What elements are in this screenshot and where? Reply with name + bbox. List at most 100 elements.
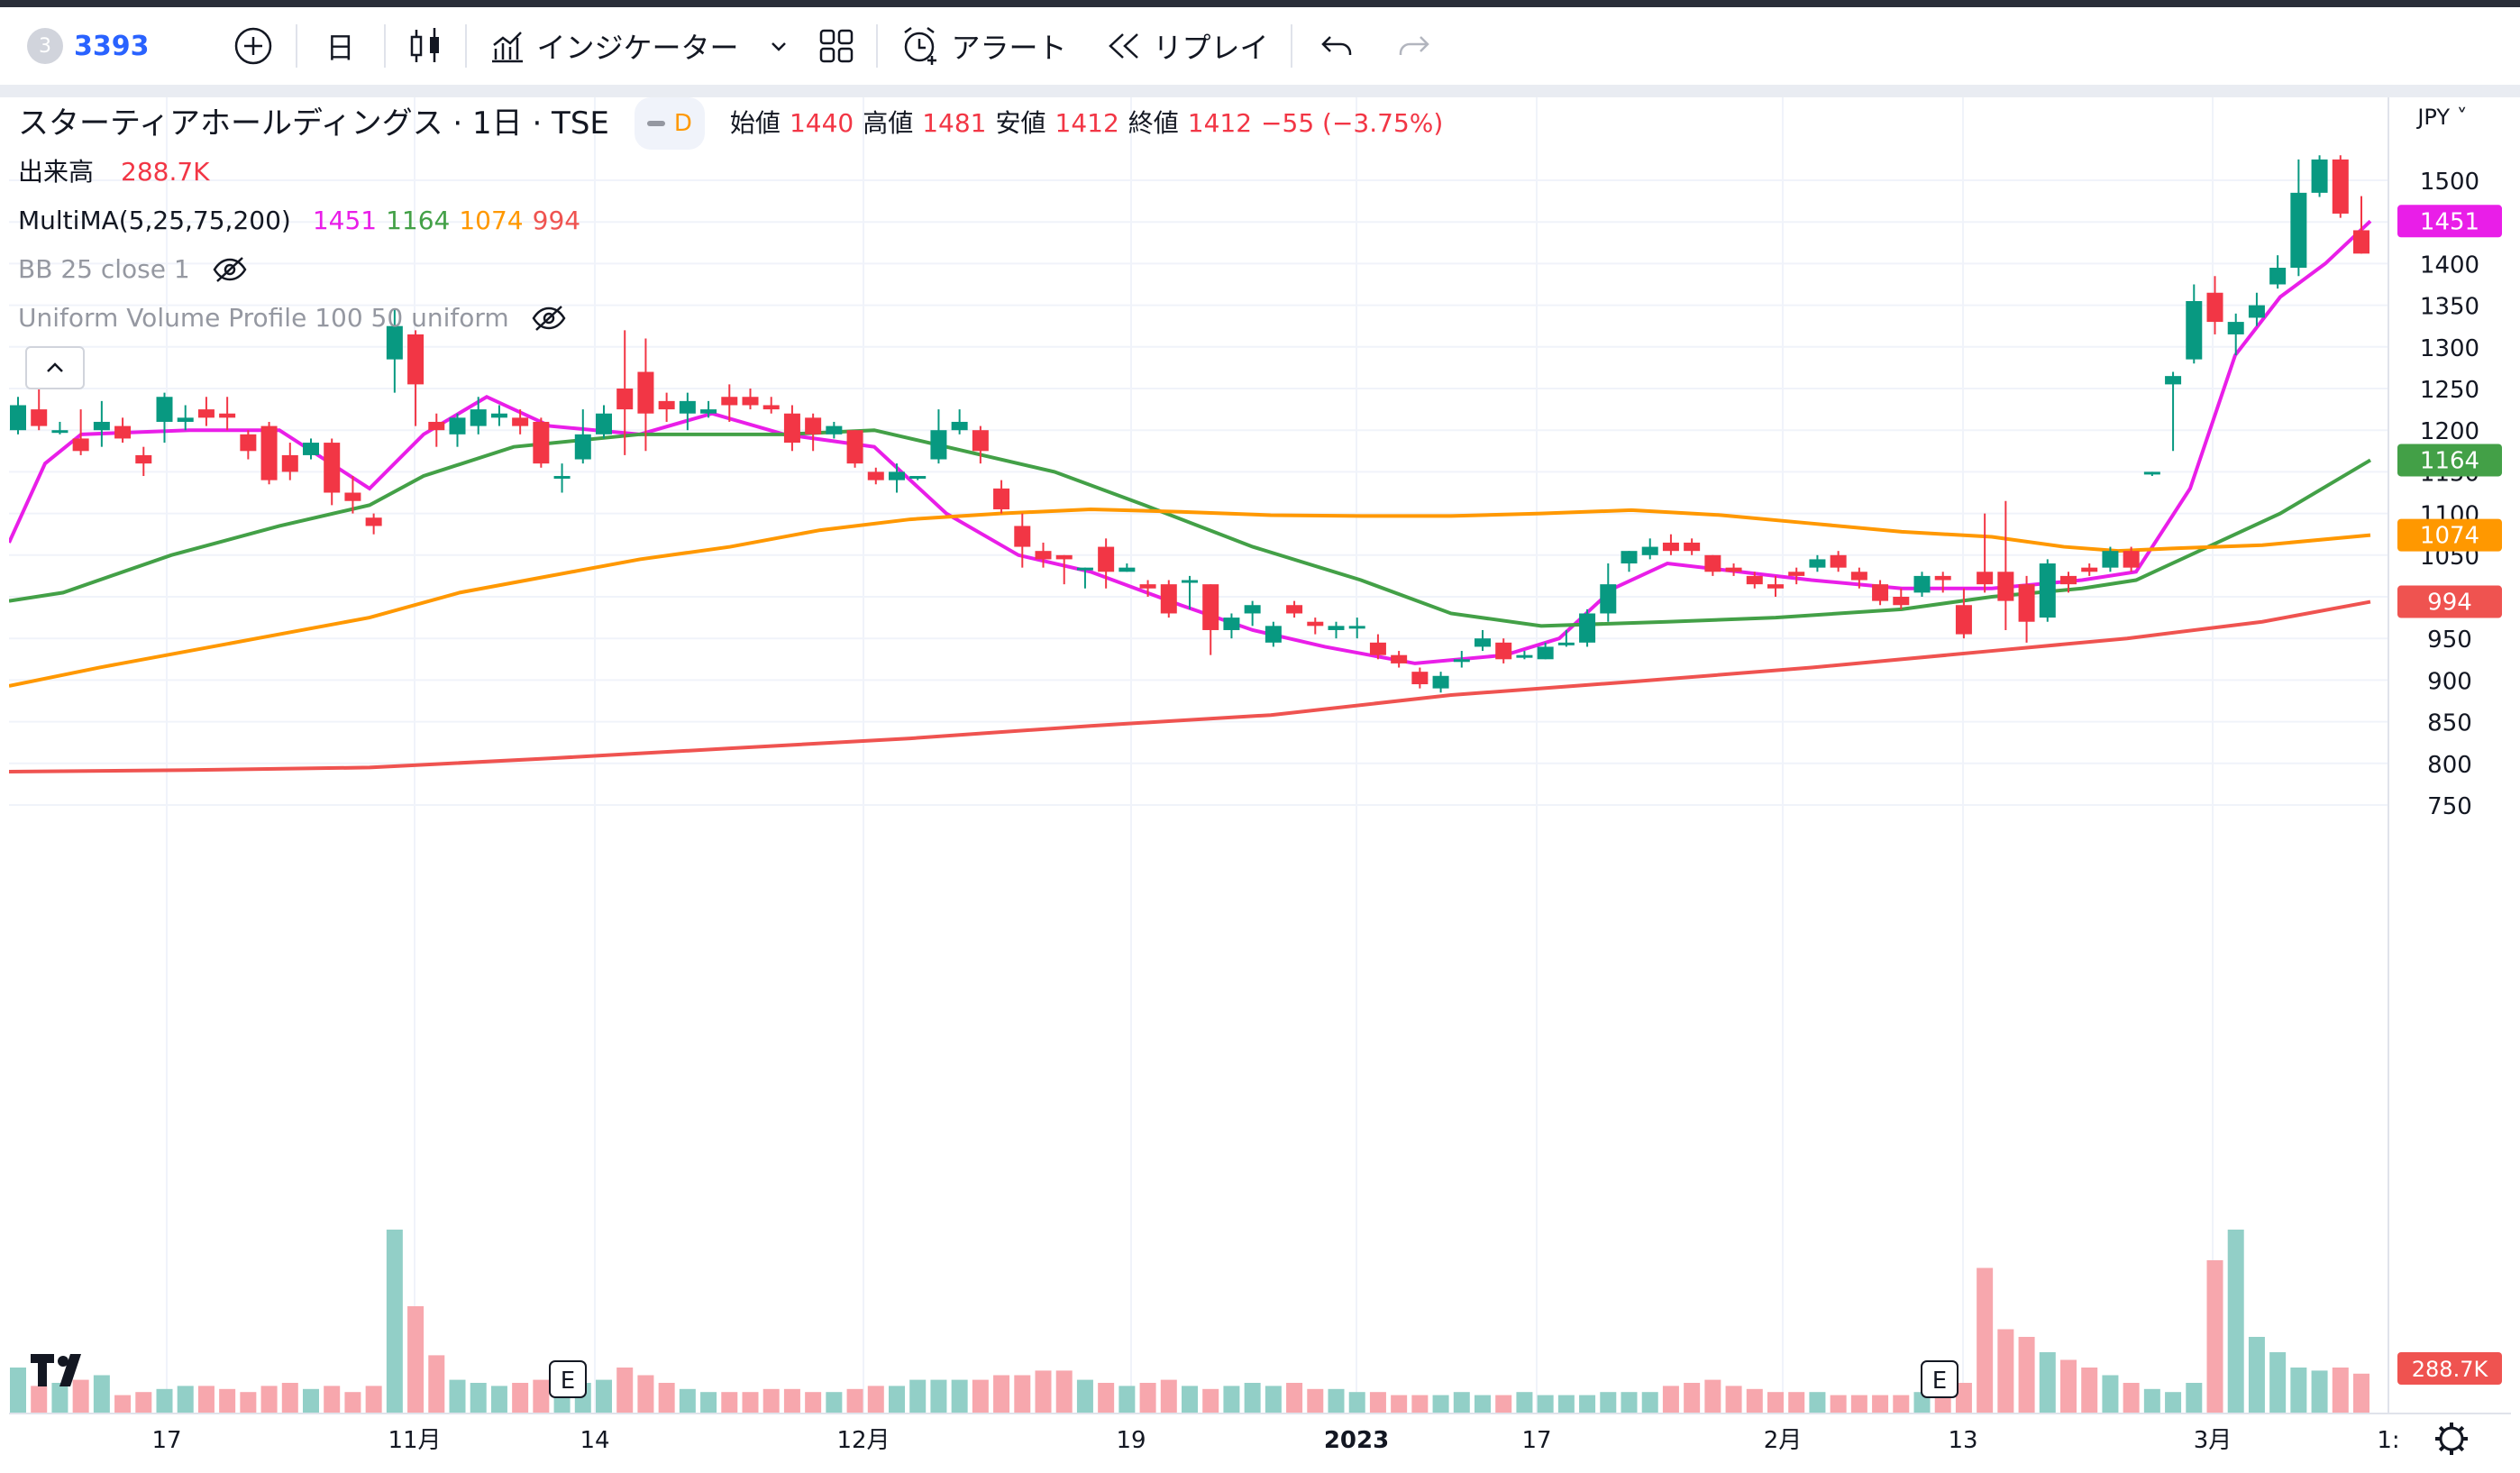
price-tick-label: 1300	[2420, 335, 2479, 362]
volume-bar	[2060, 1359, 2077, 1414]
price-tick-label: 850	[2427, 710, 2472, 737]
volume-bar	[846, 1388, 863, 1414]
volume-bar	[470, 1383, 487, 1414]
redo-button[interactable]	[1375, 17, 1451, 75]
chart-type-button[interactable]	[393, 17, 458, 75]
close-value: 1412	[1187, 108, 1253, 138]
ma75-axis-label	[2397, 518, 2502, 552]
legend-main-row: スターティアホールディングス · 1日 · TSE D 始値 1440 高値 148…	[18, 97, 1443, 150]
price-tick-label: 800	[2427, 752, 2472, 779]
volume-bar	[1244, 1383, 1261, 1414]
ma5-axis-label	[2397, 205, 2502, 238]
candle-body	[1830, 554, 1847, 568]
volume-bar	[867, 1386, 884, 1414]
volume-bar	[31, 1386, 48, 1414]
candle-body	[930, 430, 947, 460]
candle-body	[2206, 292, 2223, 323]
symbol-search-button[interactable]: 3 3393	[13, 17, 164, 75]
volume-axis-label-text: 288.7K	[2412, 1357, 2489, 1382]
compare-add-button[interactable]	[218, 17, 288, 75]
chart-pane[interactable]: EE 1500145014001350130012501200115011001…	[7, 97, 2511, 1464]
price-tick-label: 750	[2427, 793, 2472, 820]
volume-bar	[2311, 1370, 2328, 1414]
eye-crossed-icon[interactable]	[531, 305, 567, 332]
earnings-marker	[549, 1360, 587, 1398]
time-tick-label: 19	[1116, 1427, 1146, 1454]
volume-bar	[1997, 1329, 2014, 1414]
candle-body	[1307, 621, 1324, 627]
interval-button[interactable]: 日	[305, 17, 377, 75]
legend-title[interactable]: スターティアホールディングス · 1日 · TSE	[18, 105, 609, 142]
candle-body	[1202, 584, 1219, 630]
symbol-code: 3393	[74, 30, 150, 62]
indicators-button[interactable]: インジケーター	[474, 17, 804, 75]
price-tick-label: 900	[2427, 668, 2472, 695]
time-tick-label: 2月	[1764, 1427, 1803, 1454]
delayed-data-badge[interactable]: D	[634, 97, 705, 150]
candle-body	[114, 425, 132, 439]
plus-circle-icon	[234, 27, 271, 65]
candle-body	[1391, 654, 1408, 663]
candle-body	[512, 417, 529, 426]
volume-bar	[826, 1392, 843, 1414]
earnings-marker-label: E	[561, 1368, 575, 1395]
volume-bar	[219, 1388, 236, 1414]
volume-bar	[324, 1386, 341, 1414]
price-tick-label: 1500	[2420, 169, 2479, 196]
eye-crossed-icon[interactable]	[212, 256, 248, 283]
volume-bar	[596, 1379, 612, 1414]
undo-icon	[1320, 36, 1351, 55]
volume-bar	[93, 1375, 110, 1414]
ma200-axis-label-text: 994	[2427, 590, 2472, 617]
volume-bar	[1182, 1386, 1198, 1414]
ma75-line	[8, 507, 2371, 688]
candle-body	[533, 421, 550, 464]
symbol-logo-badge: 3	[27, 28, 63, 64]
volume-bar	[1809, 1392, 1826, 1414]
undo-button[interactable]	[1300, 17, 1375, 75]
candle-body	[2102, 551, 2119, 568]
volume-bar	[721, 1392, 738, 1414]
candle-body	[637, 371, 654, 414]
toolbar-separator	[295, 24, 297, 68]
open-value: 1440	[789, 108, 854, 138]
alert-button[interactable]: アラート	[885, 17, 1082, 75]
toolbar-separator	[1290, 24, 1292, 68]
candle-body	[1557, 642, 1575, 645]
replay-label: リプレイ	[1153, 31, 1269, 65]
low-label: 安値	[995, 108, 1046, 138]
legend-bb-row[interactable]: BB 25 close 1	[18, 245, 1443, 294]
layouts-button[interactable]	[804, 17, 869, 75]
volume-bar	[344, 1392, 361, 1414]
legend-volume-row[interactable]: 出来高 288.7K	[18, 148, 1443, 197]
candle-body	[260, 425, 278, 480]
volume-bar	[1139, 1383, 1156, 1414]
legend-collapse-button[interactable]	[25, 346, 85, 389]
candles-icon	[410, 28, 439, 62]
volume-bar	[10, 1368, 26, 1414]
interval-label: 日	[325, 31, 355, 65]
volume-bar	[1955, 1383, 1972, 1414]
candle-body	[596, 413, 612, 435]
candle-body	[1704, 554, 1721, 572]
candle-body	[1600, 584, 1617, 614]
tradingview-logo	[31, 1354, 81, 1386]
toolbar-separator	[383, 24, 386, 68]
candle-body	[1809, 559, 1826, 568]
legend-vp-row[interactable]: Uniform Volume Profile 100 50 uniform	[18, 294, 1443, 343]
volume-bar	[1684, 1383, 1701, 1414]
volume-bar	[1767, 1392, 1784, 1414]
volume-bar	[512, 1383, 529, 1414]
legend-multima-row[interactable]: MultiMA(5,25,75,200) 1451 1164 1074 994	[18, 197, 1443, 245]
candle-body	[700, 409, 717, 414]
volume-bar	[2143, 1388, 2160, 1414]
candle-body	[867, 471, 884, 480]
candle-body	[1014, 526, 1031, 547]
price-chart[interactable]: EE 1500145014001350130012501200115011001…	[7, 97, 2511, 1464]
replay-button[interactable]: リプレイ	[1092, 17, 1283, 75]
volume-bar	[2123, 1383, 2140, 1414]
candlesticks	[10, 155, 2369, 693]
volume-bar	[1432, 1395, 1449, 1414]
candle-body	[1369, 642, 1386, 655]
volume-bar	[197, 1386, 215, 1414]
